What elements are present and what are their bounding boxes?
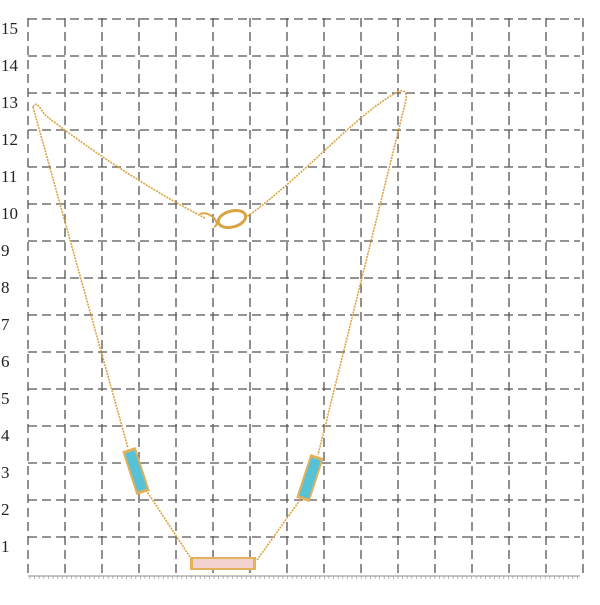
blue-stone-left [122,446,150,496]
necklace [32,90,407,570]
clasp [199,208,248,230]
scale-label: 7 [1,315,10,334]
scale-label: 6 [1,352,10,371]
scale-label: 9 [1,241,10,260]
pink-stone-bar [190,557,256,570]
chain [145,489,193,561]
chain [32,103,206,219]
scale-label: 14 [1,56,19,75]
ruler-ticks [29,576,578,579]
scale-label: 15 [1,19,18,38]
scale-label: 12 [1,130,18,149]
scale-label: 8 [1,278,10,297]
scale-label: 2 [1,500,10,519]
chain [256,499,301,561]
scale-label: 3 [1,463,10,482]
scale-label: 5 [1,389,10,408]
scale-label: 11 [1,167,17,186]
grid [27,18,584,576]
scale-label: 1 [1,537,10,556]
scale-label: 13 [1,93,18,112]
chain [32,106,129,449]
chain [244,90,407,456]
scale-label: 4 [1,426,10,445]
scale-label: 10 [1,204,18,223]
blue-stone-right [296,453,324,503]
